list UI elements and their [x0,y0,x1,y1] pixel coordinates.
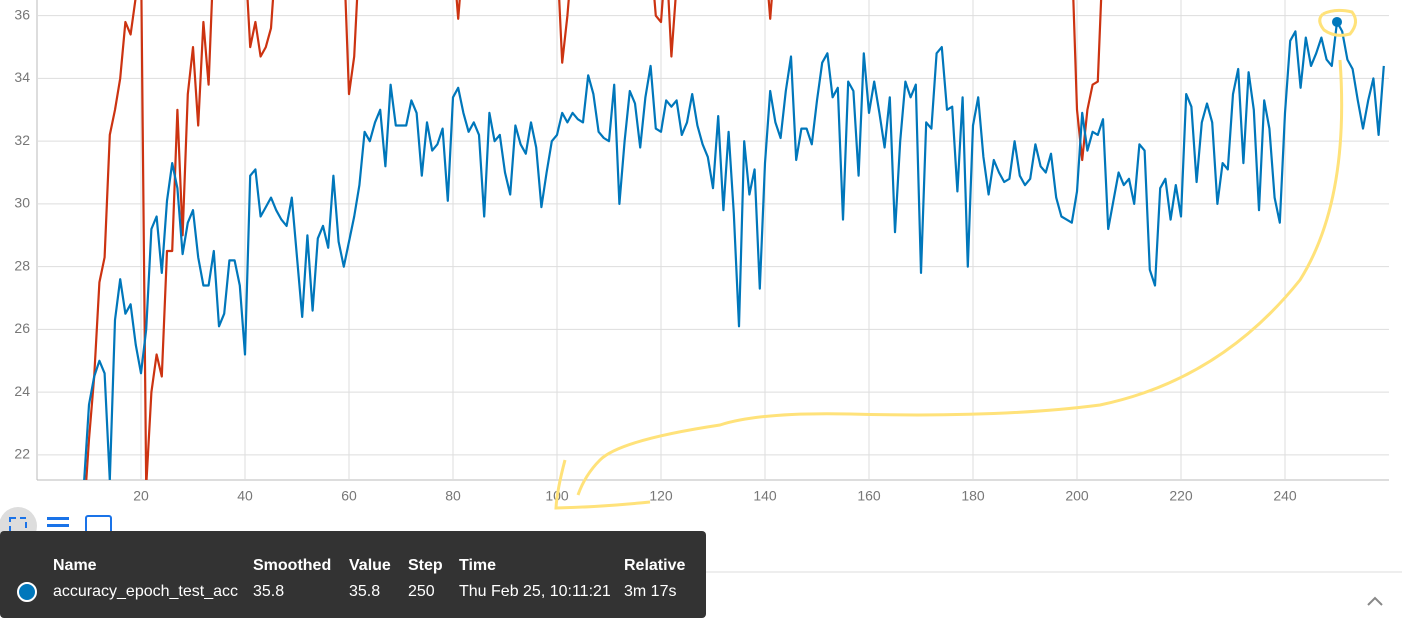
tooltip-header: Relative [624,557,686,574]
series-line [85,0,1103,480]
tooltip-name: accuracy_epoch_test_acc [53,583,238,600]
series-line [83,20,1385,480]
tooltip: Name Smoothed Value Step Time Relative a… [0,531,706,618]
collapse-chevron[interactable] [1367,596,1383,606]
y-tick-label: 22 [14,446,30,462]
x-tick-label: 60 [341,488,357,504]
series-swatch [17,582,37,602]
y-tick-label: 34 [14,69,30,85]
y-tick-label: 30 [14,195,30,211]
icon-bar [47,517,69,520]
x-tick-label: 200 [1065,488,1089,504]
icon-bar [47,524,69,527]
y-tick-label: 24 [14,383,30,399]
y-tick-label: 36 [14,6,30,22]
tooltip-step: 250 [408,583,435,600]
tooltip-relative: 3m 17s [624,583,677,600]
tooltip-time: Thu Feb 25, 10:11:21 [459,583,611,600]
x-tick-label: 40 [237,488,253,504]
x-tick-label: 20 [133,488,149,504]
tooltip-value: 35.8 [349,583,381,600]
x-tick-label: 140 [753,488,777,504]
x-tick-label: 160 [857,488,881,504]
hover-point [1332,16,1342,27]
y-tick-label: 32 [14,132,30,148]
tooltip-header: Time [459,557,497,574]
annotation-arrow [576,59,1344,496]
x-tick-label: 180 [961,488,985,504]
x-tick-label: 80 [445,488,461,504]
y-tick-label: 26 [14,320,30,336]
tooltip-smoothed: 35.8 [253,583,285,600]
tooltip-header: Step [408,557,443,574]
x-tick-label: 120 [649,488,673,504]
x-tick-label: 220 [1169,488,1193,504]
y-tick-label: 28 [14,257,30,273]
tooltip-header: Smoothed [253,557,332,574]
tooltip-header: Value [349,557,391,574]
annotation-circle [1318,8,1357,37]
tooltip-header: Name [53,557,97,574]
annotation-arrowhead [554,459,651,510]
x-tick-label: 240 [1273,488,1297,504]
